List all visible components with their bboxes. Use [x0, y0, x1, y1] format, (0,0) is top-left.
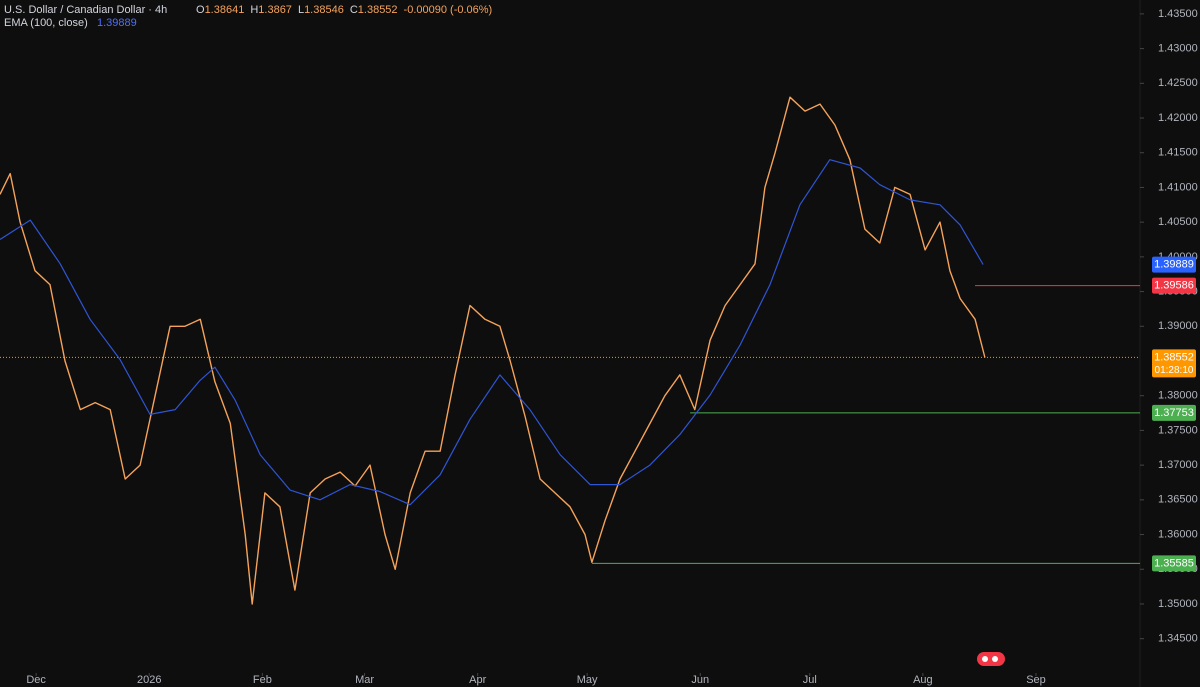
logo [977, 652, 1005, 666]
ohlc-value: 1.38641 [205, 4, 245, 16]
ohlc-label: H [250, 4, 258, 16]
ohlc-value: 1.38546 [304, 4, 344, 16]
chart-title: U.S. Dollar / Canadian Dollar · 4h [4, 4, 167, 16]
ema-legend-value: 1.39889 [97, 17, 137, 29]
y-tick-label: 1.38000 [1158, 390, 1198, 402]
price-tag [1152, 256, 1196, 273]
x-tick-label: Jul [803, 674, 817, 686]
ohlc-label: L [298, 4, 304, 16]
x-tick-label: Jun [691, 674, 709, 686]
price-tag [1152, 349, 1196, 378]
ohlc-label: C [350, 4, 358, 16]
y-tick-label: 1.40500 [1158, 216, 1198, 228]
y-tick-label: 1.37500 [1158, 424, 1198, 436]
price-tag [1152, 404, 1196, 421]
x-tick-label: Apr [469, 674, 486, 686]
x-tick-label: Mar [355, 674, 374, 686]
ema-legend: EMA (100, close) [4, 17, 88, 29]
price-tag-label: 1.37753 [1154, 407, 1194, 419]
x-tick-label: Dec [26, 674, 46, 686]
price-tag-label: 1.39889 [1154, 258, 1194, 270]
x-tick-label: 2026 [137, 674, 161, 686]
price-tag-label: 1.39586 [1154, 280, 1194, 292]
countdown: 01:28:10 [1155, 365, 1194, 376]
ema-line [0, 159, 984, 506]
ohlc-value: 1.38552 [358, 4, 398, 16]
y-tick-label: 1.37000 [1158, 459, 1198, 471]
price-tag [1152, 277, 1196, 294]
plot: 1.345001.350001.355001.360001.365001.370… [0, 8, 1198, 686]
y-tick-label: 1.43500 [1158, 8, 1198, 20]
price-tag-label: 1.35585 [1154, 557, 1194, 569]
x-tick-label: Sep [1026, 674, 1046, 686]
y-tick-label: 1.42000 [1158, 112, 1198, 124]
x-tick-label: May [577, 674, 598, 686]
price-tag-label: 1.38552 [1154, 351, 1194, 363]
price-tag [1152, 555, 1196, 572]
y-tick-label: 1.39000 [1158, 320, 1198, 332]
y-tick-label: 1.41000 [1158, 181, 1198, 193]
x-tick-label: Feb [253, 674, 272, 686]
y-tick-label: 1.34500 [1158, 633, 1198, 645]
x-tick-label: Aug [913, 674, 933, 686]
change: -0.00090 (-0.06%) [404, 4, 493, 16]
y-tick-label: 1.35000 [1158, 598, 1198, 610]
ohlc-value: 1.3867 [258, 4, 292, 16]
ohlc: O1.38641 H1.3867 L1.38546 C1.38552 -0.00090 … [196, 4, 492, 16]
y-tick-label: 1.36000 [1158, 528, 1198, 540]
y-tick-label: 1.42500 [1158, 77, 1198, 89]
y-tick-label: 1.36500 [1158, 494, 1198, 506]
price-line [0, 96, 986, 605]
y-tick-label: 1.41500 [1158, 147, 1198, 159]
y-tick-label: 1.43000 [1158, 43, 1198, 55]
ohlc-label: O [196, 4, 205, 16]
